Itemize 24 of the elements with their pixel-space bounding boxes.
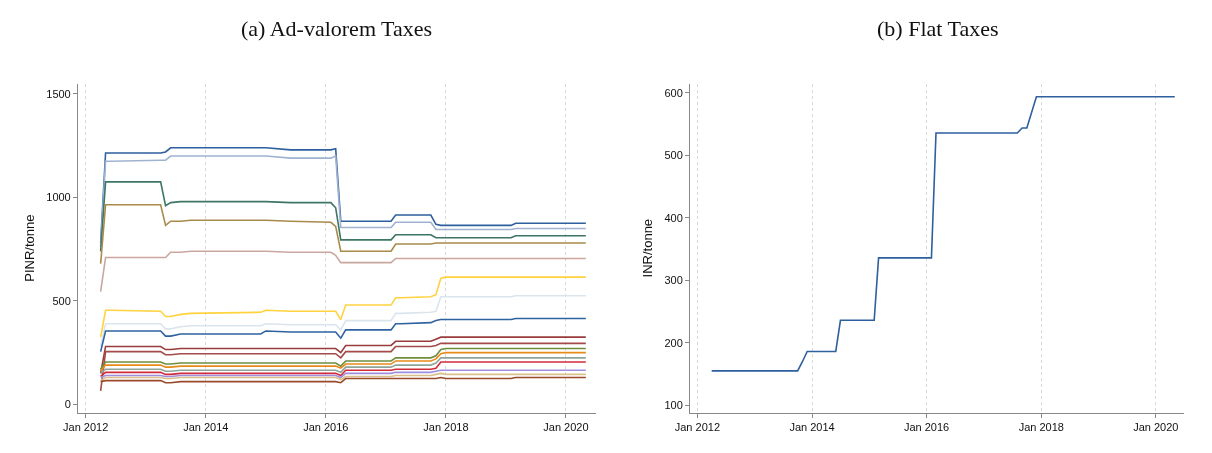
y-tick-label: 400 <box>664 211 683 224</box>
y-tick-label: 0 <box>64 398 71 411</box>
y-tick-label: 200 <box>664 336 683 349</box>
x-tick-label: Jan 2012 <box>63 420 109 433</box>
x-tick-label: Jan 2014 <box>183 420 229 433</box>
y-tick-label: 500 <box>52 294 71 307</box>
x-tick-label: Jan 2020 <box>1133 420 1179 433</box>
x-tick-label: Jan 2016 <box>303 420 349 433</box>
x-tick-label: Jan 2012 <box>674 420 721 433</box>
x-tick-label: Jan 2020 <box>543 420 589 433</box>
chart-title: (b) Flat Taxes <box>877 16 999 41</box>
y-tick-label: 1500 <box>46 87 71 100</box>
x-tick-label: Jan 2014 <box>789 420 835 433</box>
x-tick-label: Jan 2018 <box>1018 420 1064 433</box>
y-tick-label: 1000 <box>46 191 71 204</box>
y-tick-label: 100 <box>664 399 683 412</box>
y-tick-label: 500 <box>664 149 683 162</box>
y-tick-label: 600 <box>664 86 683 99</box>
chart-title: (a) Ad-valorem Taxes <box>241 16 433 41</box>
y-axis-title: PINR/tonne <box>22 214 38 282</box>
y-axis-title: INR/tonne <box>640 218 656 278</box>
y-tick-label: 300 <box>664 274 683 287</box>
x-tick-label: Jan 2016 <box>903 420 950 433</box>
x-tick-label: Jan 2018 <box>423 420 469 433</box>
